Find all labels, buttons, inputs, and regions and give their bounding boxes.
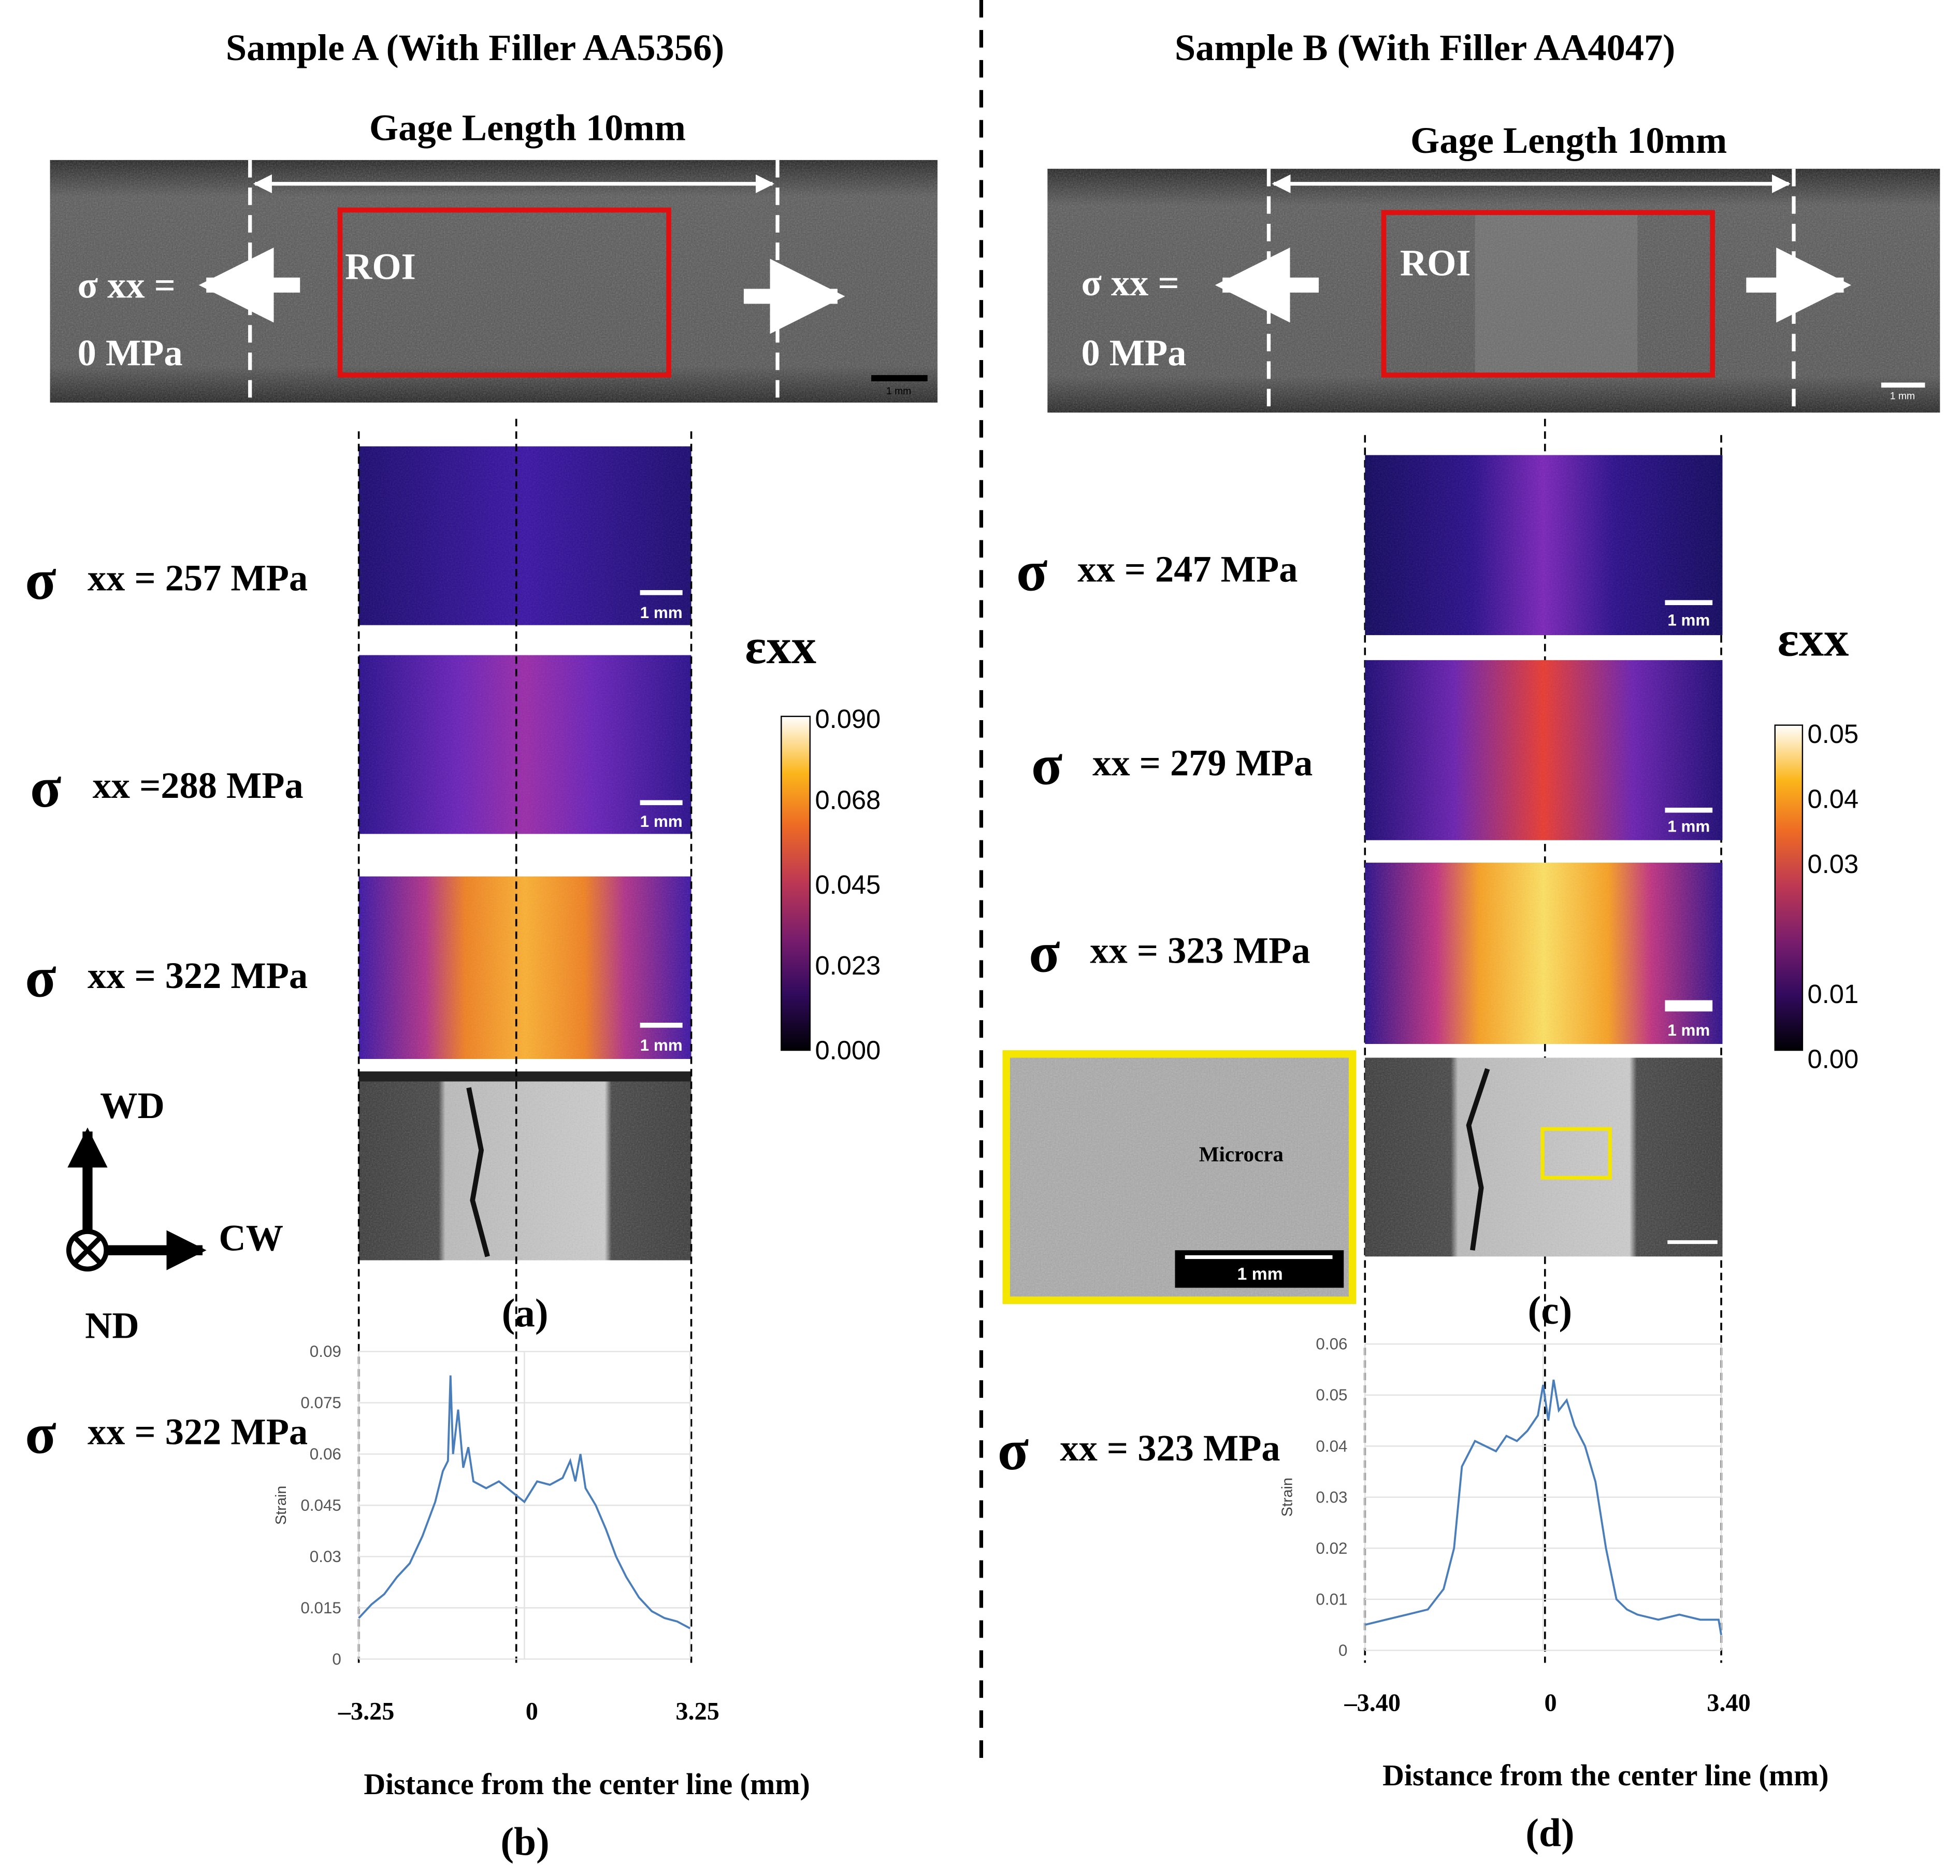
fracture-image xyxy=(1365,1057,1723,1257)
dic-map xyxy=(358,655,691,834)
title: Sample B (With Filler AA4047) xyxy=(1175,26,1675,68)
gage-label: Gage Length 10mm xyxy=(1410,119,1727,161)
sigma: σ xyxy=(30,756,61,820)
scale-label: 1 mm xyxy=(1890,391,1915,402)
roi-label: ROI xyxy=(345,246,416,288)
x-tick-label: –3.25 xyxy=(338,1698,395,1725)
colorbar-title: εxx xyxy=(1778,611,1849,667)
y-tick-label: 0.03 xyxy=(310,1548,341,1566)
title: Sample A (With Filler AA5356) xyxy=(226,26,724,68)
stress-text: σ xx = xyxy=(78,264,176,306)
stress-label: xx = 323 MPa xyxy=(1090,929,1310,971)
scale-label: 1 mm xyxy=(640,812,683,830)
scale-label: 1 mm xyxy=(1237,1264,1282,1284)
colorbar xyxy=(781,715,811,1051)
line xyxy=(1364,1379,1722,1636)
axis-label: CW xyxy=(219,1217,283,1259)
y-tick-label: 0.01 xyxy=(1316,1590,1347,1608)
scale-label: 1 mm xyxy=(640,1036,683,1054)
sigma: σ xyxy=(25,1402,56,1466)
colorbar-tick-label: 0.03 xyxy=(1808,849,1859,879)
y-axis-label: Strain xyxy=(1279,1478,1296,1517)
scale-label: 1 mm xyxy=(1667,818,1710,836)
direction-axes xyxy=(66,1127,207,1272)
dic-map xyxy=(358,876,691,1059)
sigma: σ xyxy=(25,548,56,612)
panel-label: (a) xyxy=(502,1291,549,1335)
colorbar-tick-label: 0.068 xyxy=(815,785,881,814)
sigma: σ xyxy=(1016,539,1047,603)
stress-label: xx = 279 MPa xyxy=(1092,742,1313,784)
x-tick-label: 3.40 xyxy=(1707,1689,1750,1716)
y-tick-label: 0.02 xyxy=(1316,1539,1347,1557)
stress-label: xx = 323 MPa xyxy=(1060,1427,1280,1469)
panel-label: (c) xyxy=(1528,1288,1573,1333)
y-tick-label: 0.05 xyxy=(1316,1386,1347,1404)
y-tick-label: 0.075 xyxy=(300,1394,341,1412)
inset-label: Microcra xyxy=(1199,1142,1284,1166)
x-tick-label: 3.25 xyxy=(675,1698,719,1725)
photo xyxy=(50,160,938,403)
sigma: σ xyxy=(25,946,56,1010)
scale-label: 1 mm xyxy=(886,386,911,397)
y-tick-label: 0.06 xyxy=(310,1445,341,1463)
sigma: σ xyxy=(998,1419,1029,1482)
stress-text: 0 MPa xyxy=(1081,332,1186,374)
panel-label: (b) xyxy=(500,1820,549,1864)
x-axis-label: Distance from the center line (mm) xyxy=(364,1767,810,1801)
y-axis-label: Strain xyxy=(273,1486,290,1525)
axis-label: ND xyxy=(85,1304,139,1346)
x-tick-label: 0 xyxy=(1545,1689,1557,1716)
dic-map xyxy=(1365,863,1723,1044)
scale-label: 1 mm xyxy=(640,604,683,622)
y-tick-label: 0.045 xyxy=(300,1496,341,1514)
sigma: σ xyxy=(1031,733,1062,797)
fracture-image xyxy=(358,1071,691,1261)
y-tick-label: 0 xyxy=(1338,1641,1347,1659)
scale-label: 1 mm xyxy=(1667,611,1710,629)
y-tick-label: 0.09 xyxy=(310,1342,341,1361)
colorbar-tick-label: 0.023 xyxy=(815,951,881,980)
colorbar-tick-label: 0.05 xyxy=(1808,719,1859,749)
colorbar-title: εxx xyxy=(745,619,816,674)
dic-map xyxy=(358,446,691,625)
colorbar-tick-label: 0.01 xyxy=(1808,979,1859,1009)
sigma: σ xyxy=(1029,921,1060,984)
dic-map xyxy=(1365,660,1723,840)
x-axis-label: Distance from the center line (mm) xyxy=(1382,1758,1828,1792)
colorbar-tick-label: 0.045 xyxy=(815,870,881,899)
colorbar xyxy=(1774,724,1804,1051)
colorbar-tick-label: 0.090 xyxy=(815,704,881,734)
y-tick-label: 0 xyxy=(332,1650,341,1668)
stress-text: 0 MPa xyxy=(78,332,183,374)
x-tick-label: 0 xyxy=(526,1698,538,1725)
dic-map xyxy=(1365,455,1723,635)
stress-label: xx = 247 MPa xyxy=(1077,548,1298,590)
gage-label: Gage Length 10mm xyxy=(369,107,686,149)
scale-label: 1 mm xyxy=(1667,1021,1710,1039)
stress-text: σ xx = xyxy=(1081,262,1179,304)
stress-label: xx =288 MPa xyxy=(93,764,304,806)
axis-label: WD xyxy=(100,1084,165,1126)
stress-label: xx = 257 MPa xyxy=(88,556,308,598)
x-tick-label: –3.40 xyxy=(1344,1689,1401,1716)
colorbar-tick-label: 0.00 xyxy=(1808,1044,1859,1073)
stress-label: xx = 322 MPa xyxy=(88,1411,308,1453)
roi-label: ROI xyxy=(1400,241,1471,283)
photo xyxy=(1047,168,1940,413)
y-tick-label: 0.015 xyxy=(300,1599,341,1617)
panel-label: (d) xyxy=(1525,1811,1574,1855)
y-tick-label: 0.06 xyxy=(1316,1335,1347,1353)
line xyxy=(358,1375,691,1629)
inset xyxy=(1002,1050,1357,1304)
y-tick-label: 0.03 xyxy=(1316,1488,1347,1506)
colorbar-tick-label: 0.04 xyxy=(1808,784,1859,814)
colorbar-tick-label: 0.000 xyxy=(815,1036,881,1065)
stress-label: xx = 322 MPa xyxy=(88,954,308,996)
y-tick-label: 0.04 xyxy=(1316,1437,1347,1455)
